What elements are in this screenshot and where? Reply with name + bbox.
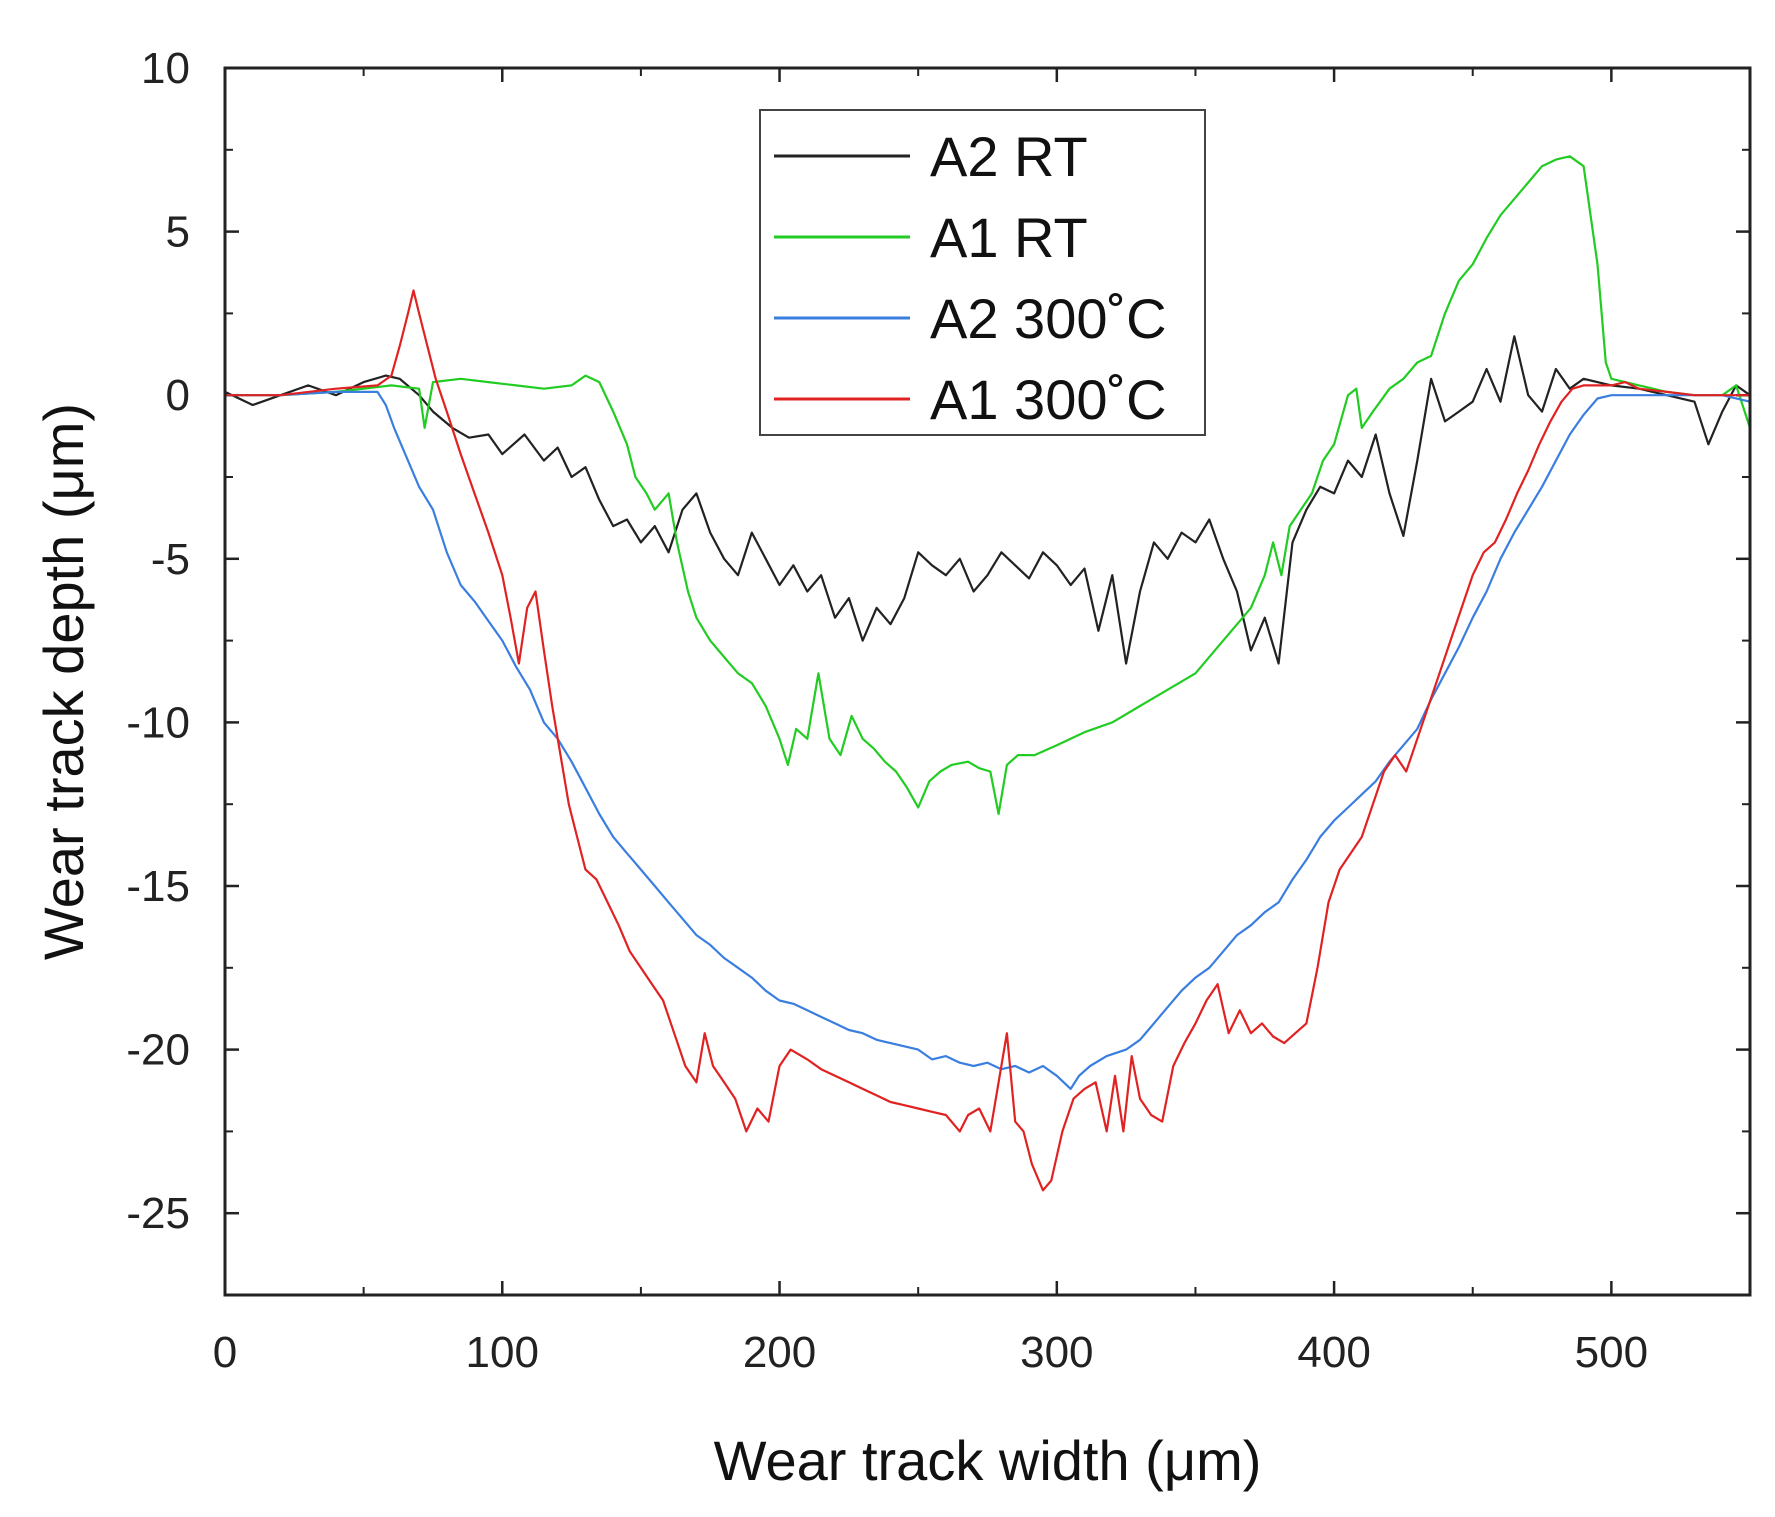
series-lines [224,155,1752,1192]
y-tick-label: -5 [151,535,190,584]
x-tick-label: 0 [213,1328,237,1377]
x-tick-label: 500 [1575,1328,1648,1377]
legend: A2 RT A1 RT A2 300˚C A1 300˚C [759,109,1206,436]
plot-area-frame [223,66,1752,1297]
series-line-4 [225,289,1750,1192]
axis-ticks: 0 100 200 300 400 500 10 5 0 -5 -10 -15 -20 -25 [126,44,1750,1377]
x-tick-label: 200 [743,1328,816,1377]
legend-label: A1 RT [930,206,1088,269]
series-line-3 [225,390,1751,1091]
series-line-2 [225,155,1752,816]
y-tick-label: -20 [126,1026,190,1075]
x-tick-label: 400 [1297,1328,1370,1377]
y-tick-label: -10 [126,698,190,747]
series-line-1 [224,335,1751,665]
x-tick-label: 100 [466,1328,539,1377]
x-axis-title: Wear track width (μm) [714,1429,1262,1492]
y-tick-label: 0 [166,371,190,420]
y-tick-label: -25 [126,1189,190,1238]
y-tick-label: 5 [166,208,190,257]
x-tick-label: 300 [1020,1328,1093,1377]
legend-label: A2 RT [930,125,1088,188]
legend-box [759,109,1206,436]
legend-label: A1 300˚C [930,368,1167,431]
y-tick-label: -15 [126,862,190,911]
legend-label: A2 300˚C [930,287,1167,350]
y-axis-title: Wear track depth (μm) [32,403,95,960]
y-tick-label: 10 [141,44,190,93]
